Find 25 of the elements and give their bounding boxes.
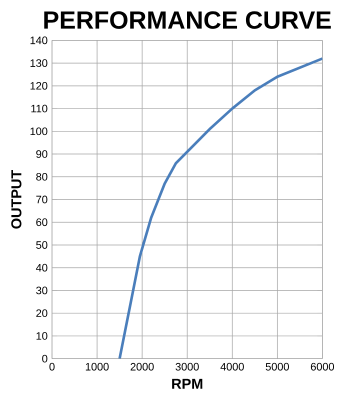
y-tick-label: 80 [36, 172, 48, 181]
y-tick-label: 40 [36, 264, 48, 272]
y-tick-label: 120 [30, 82, 48, 90]
x-tick-label: 2000 [130, 362, 154, 371]
y-tick-label: 50 [36, 241, 48, 249]
y-tick-label: 0 [42, 354, 48, 363]
y-tick-label: 90 [36, 150, 48, 158]
x-tick-label: 3000 [176, 362, 199, 371]
y-tick-label: 140 [30, 36, 48, 44]
y-tick-label: 100 [30, 127, 48, 136]
y-tick-label: 70 [36, 196, 48, 204]
chart-title: PERFORMANCE CURVE [44, 11, 331, 29]
y-tick-label: 30 [36, 286, 48, 294]
y-tick-label: 20 [36, 309, 48, 318]
x-tick-label: 0 [50, 362, 55, 371]
x-tick-label: 5000 [266, 362, 290, 371]
x-tick-label: 1000 [86, 362, 109, 371]
y-tick-label: 130 [30, 59, 48, 67]
y-tick-label: 10 [36, 332, 48, 340]
y-tick-label: 110 [31, 104, 48, 112]
x-axis-title: RPM [172, 378, 202, 389]
y-tick-label: 60 [36, 218, 48, 226]
x-tick-label: 4000 [220, 362, 244, 371]
x-tick-label: 6000 [311, 362, 334, 371]
y-axis-title: OUTPUT [11, 170, 22, 229]
